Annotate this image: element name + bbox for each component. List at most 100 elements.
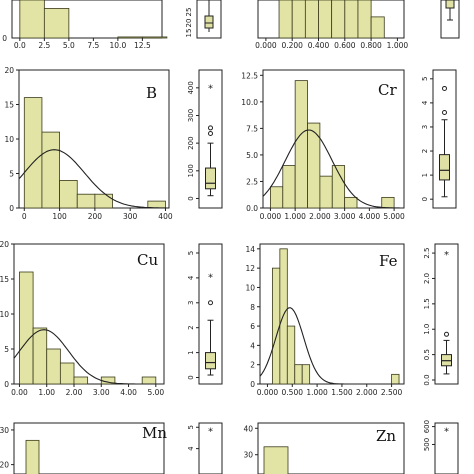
y-tick-label: 20 bbox=[4, 66, 14, 75]
boxplot-outlier bbox=[208, 300, 213, 306]
boxplot-extreme: * bbox=[208, 83, 213, 94]
histogram-bar bbox=[32, 327, 48, 385]
histogram-bar bbox=[294, 80, 308, 209]
y-tick-label: 30 bbox=[243, 451, 253, 460]
histogram-bar bbox=[304, 0, 319, 39]
boxplot-frame bbox=[198, 243, 223, 385]
boxplot-y-tick-label: 0 bbox=[421, 197, 429, 201]
boxplot-y-tick-label: 0.0 bbox=[423, 374, 431, 385]
histogram-bar bbox=[19, 0, 45, 39]
histogram-bar bbox=[307, 122, 321, 209]
x-tick-label: 10.0 bbox=[110, 41, 127, 50]
histogram-bar bbox=[331, 0, 346, 39]
boxplot-outlier bbox=[442, 110, 447, 116]
histogram-bar bbox=[294, 364, 303, 385]
boxplot-extreme: * bbox=[444, 250, 449, 261]
histogram-bar bbox=[278, 0, 293, 39]
x-tick-label: 0.000 bbox=[255, 41, 277, 50]
histogram-bar bbox=[291, 0, 306, 39]
normal-curve bbox=[259, 307, 404, 385]
boxplot-y-tick-label: 5 bbox=[187, 251, 195, 255]
x-tick-label: 4.000 bbox=[359, 212, 381, 221]
boxplot-y-tick-label: 20 bbox=[185, 19, 193, 28]
boxplot-y-tick-label: 2.0 bbox=[423, 273, 431, 284]
histogram-bar bbox=[94, 193, 113, 209]
boxplot-y-tick-label: 4 bbox=[187, 446, 195, 451]
y-tick-label: 0 bbox=[4, 380, 9, 389]
histogram-bar bbox=[286, 325, 296, 385]
histogram-bar bbox=[23, 97, 43, 209]
y-tick-label: 10 bbox=[0, 310, 9, 319]
x-tick-label: 100 bbox=[52, 212, 67, 221]
boxplot-y-tick-label: 15 bbox=[185, 29, 193, 38]
histogram-bar bbox=[381, 196, 395, 209]
histogram-bar bbox=[19, 271, 34, 385]
x-tick-label: 1.000 bbox=[387, 41, 409, 50]
y-tick-label: 4 bbox=[250, 341, 255, 350]
histogram-bar bbox=[46, 348, 61, 385]
boxplot-y-tick-label: 600 bbox=[423, 420, 431, 433]
histogram-bar bbox=[25, 439, 40, 474]
boxplot-y-tick-label: 4 bbox=[421, 100, 429, 105]
boxplot-outlier bbox=[208, 130, 213, 136]
x-tick-label: 5.00 bbox=[147, 388, 164, 397]
boxplot-y-tick-label: 2 bbox=[421, 149, 429, 153]
histogram-bar bbox=[344, 0, 359, 39]
histogram-bar bbox=[41, 131, 60, 209]
y-tick-label: 30 bbox=[0, 426, 9, 435]
boxplot-y-tick-label: 25 bbox=[185, 8, 193, 17]
boxplot-extreme: * bbox=[444, 426, 449, 437]
x-tick-label: 300 bbox=[123, 212, 138, 221]
x-tick-label: 0.00 bbox=[11, 388, 28, 397]
y-tick-label: 20 bbox=[0, 461, 9, 470]
histogram-bar bbox=[279, 248, 288, 385]
x-tick-label: 0.000 bbox=[257, 388, 279, 397]
plot-frame bbox=[13, 422, 165, 474]
boxplot-box bbox=[205, 352, 216, 370]
x-tick-label: 200 bbox=[88, 212, 103, 221]
boxplot-frame bbox=[434, 422, 459, 474]
chart-panel-cu: Cu 0.00 1.00 2.00 3.00 4.00 5.00 0 5 10 15 20 0 1 2 3 4 5… bbox=[0, 240, 223, 397]
histogram-bar bbox=[319, 175, 333, 209]
x-tick-label: 1.000 bbox=[306, 388, 328, 397]
x-tick-label: 3.000 bbox=[334, 212, 356, 221]
x-tick-label: 400 bbox=[158, 212, 173, 221]
histogram-bar bbox=[141, 36, 168, 39]
boxplot-y-tick-label: 0 bbox=[187, 375, 195, 379]
histogram-bar bbox=[147, 200, 166, 209]
boxplot-y-tick-label: 5 bbox=[421, 77, 429, 81]
y-tick-label: 0 bbox=[2, 34, 7, 43]
element-label: B bbox=[146, 84, 157, 102]
histogram-bar bbox=[318, 0, 333, 39]
boxplot-box bbox=[204, 15, 214, 29]
histogram-bar bbox=[73, 376, 89, 385]
boxplot-box bbox=[445, 0, 455, 9]
x-tick-label: 0.800 bbox=[360, 41, 382, 50]
y-tick-label: 12.5 bbox=[241, 71, 258, 80]
y-tick-label: 12 bbox=[245, 264, 255, 273]
x-tick-label: 2.000 bbox=[309, 212, 331, 221]
y-tick-label: 0 bbox=[250, 380, 255, 389]
y-tick-label: 10.0 bbox=[241, 98, 258, 107]
y-tick-label: 2.5 bbox=[246, 177, 258, 186]
element-label: Cu bbox=[137, 251, 158, 269]
y-tick-label: 15 bbox=[4, 101, 14, 110]
histogram-bar bbox=[43, 8, 70, 39]
y-tick-label: 5 bbox=[9, 170, 14, 179]
x-tick-label: 1.000 bbox=[284, 212, 306, 221]
chart-panel-top-right: 0.000 0.200 0.400 0.600 0.800 1.000 bbox=[255, 0, 460, 50]
plot-frame bbox=[257, 422, 405, 474]
boxplot-y-tick-label: 0.5 bbox=[423, 349, 431, 360]
histogram-bar bbox=[76, 193, 96, 209]
x-tick-label: 0 bbox=[22, 212, 27, 221]
plot-frame bbox=[259, 243, 405, 385]
chart-panel-zn: Zn 40 30 600 500 * bbox=[243, 420, 459, 474]
histogram-bar bbox=[301, 364, 311, 385]
x-tick-label: 2.5 bbox=[38, 41, 50, 50]
boxplot-extreme: * bbox=[208, 426, 213, 437]
element-label: Fe bbox=[379, 252, 398, 270]
histogram-bar bbox=[331, 165, 346, 209]
boxplot-y-tick-label: 400 bbox=[187, 81, 195, 94]
y-tick-label: 6 bbox=[250, 322, 255, 331]
